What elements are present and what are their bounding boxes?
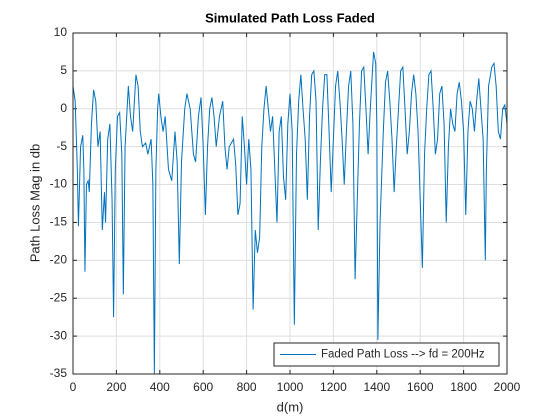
x-tick-label: 200 <box>106 380 126 394</box>
y-tick-label: -10 <box>50 177 68 191</box>
x-tick-label: 800 <box>237 380 257 394</box>
y-tick-label: 10 <box>54 25 68 39</box>
x-tick-label: 1200 <box>320 380 347 394</box>
chart-title: Simulated Path Loss Faded <box>205 10 375 25</box>
data-line <box>73 51 507 374</box>
x-tick-label: 1600 <box>407 380 434 394</box>
y-tick-label: -35 <box>50 366 68 380</box>
legend-label: Faded Path Loss --> fd = 200Hz <box>321 349 485 361</box>
x-tick-label: 2000 <box>494 380 521 394</box>
x-tick-label: 400 <box>150 380 170 394</box>
x-tick-label: 600 <box>193 380 213 394</box>
legend-box <box>273 342 500 367</box>
x-tick-label: 1000 <box>277 380 304 394</box>
y-tick-label: -15 <box>50 215 68 229</box>
x-tick-label: 0 <box>70 380 77 394</box>
y-tick-label: -20 <box>50 253 68 267</box>
y-tick-label: -5 <box>56 139 67 153</box>
axes-box <box>72 32 508 375</box>
y-tick-label: -30 <box>50 328 68 342</box>
y-tick-label: 5 <box>60 63 67 77</box>
y-axis-label: Path Loss Mag in db <box>27 144 42 263</box>
y-tick-label: 0 <box>60 101 67 115</box>
x-axis-label: d(m) <box>277 399 304 414</box>
y-tick-label: -25 <box>50 290 68 304</box>
x-tick-label: 1400 <box>363 380 390 394</box>
x-tick-label: 1800 <box>450 380 477 394</box>
plot-lines <box>73 51 507 374</box>
